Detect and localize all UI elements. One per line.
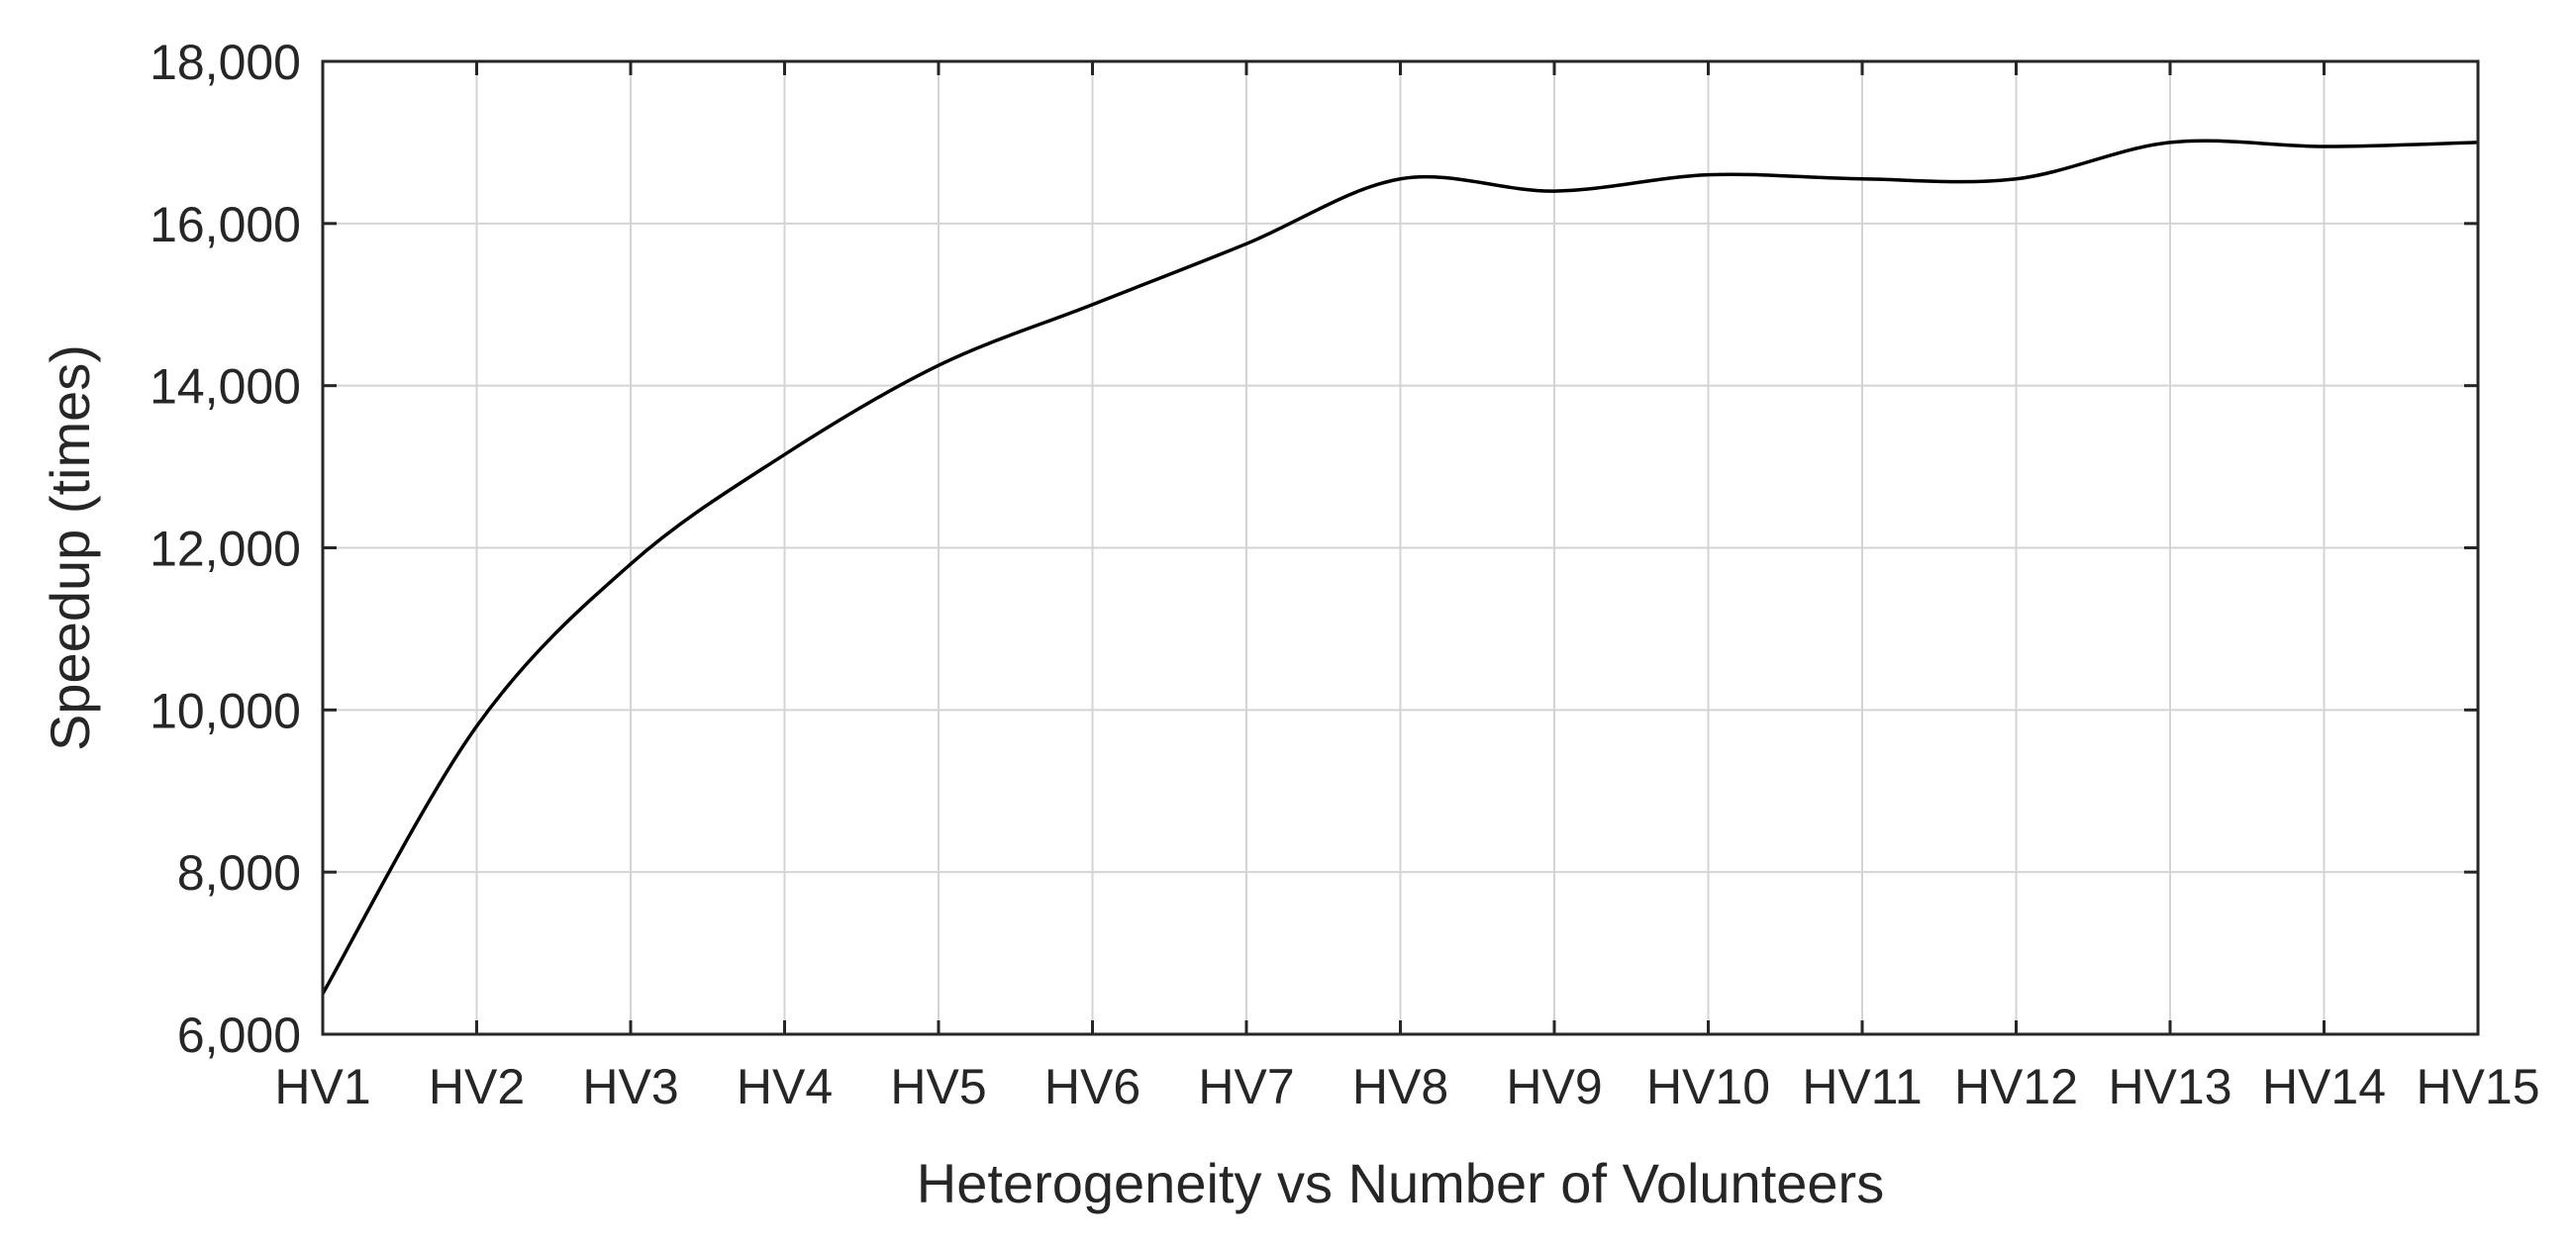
x-tick-label: HV7 <box>1198 1059 1294 1114</box>
x-tick-label: HV12 <box>1954 1059 2078 1114</box>
x-tick-label: HV6 <box>1044 1059 1140 1114</box>
x-tick-label: HV2 <box>429 1059 525 1114</box>
series-layer <box>321 139 2479 995</box>
plot-frame <box>321 59 2480 1036</box>
y-tick-label: 6,000 <box>177 1008 301 1063</box>
y-tick-label: 10,000 <box>149 683 301 738</box>
x-tick-label: HV14 <box>2262 1059 2386 1114</box>
x-tick-label: HV1 <box>274 1059 370 1114</box>
x-tick-label: HV5 <box>890 1059 986 1114</box>
y-tick-label: 16,000 <box>149 197 301 252</box>
series-line-speedup <box>321 139 2479 995</box>
y-axis-label: Speedup (times) <box>39 344 101 751</box>
y-tick-label: 18,000 <box>149 35 301 90</box>
x-tick-label: HV11 <box>1802 1059 1922 1114</box>
x-axis-label: Heterogeneity vs Number of Volunteers <box>917 1152 1884 1214</box>
x-tick-label: HV15 <box>2416 1059 2539 1114</box>
y-tick-label: 8,000 <box>177 845 301 901</box>
x-tick-label: HV3 <box>582 1059 678 1114</box>
x-tick-label: HV9 <box>1506 1059 1602 1114</box>
x-tick-label: HV4 <box>737 1059 833 1114</box>
x-tick-label: HV8 <box>1352 1059 1448 1114</box>
y-tick-labels: 6,000 8,000 10,000 12,000 14,000 16,000 18,000 <box>149 35 301 1063</box>
grid-lines <box>323 61 2478 1034</box>
y-tick-label: 14,000 <box>149 359 301 415</box>
x-tick-labels: HV1 HV2 HV3 HV4 HV5 HV6 HV7 HV8 HV9 HV10 HV11 HV12 H… <box>274 1059 2539 1114</box>
y-tick-label: 12,000 <box>149 522 301 577</box>
x-tick-label: HV10 <box>1646 1059 1770 1114</box>
x-tick-label: HV13 <box>2108 1059 2231 1114</box>
